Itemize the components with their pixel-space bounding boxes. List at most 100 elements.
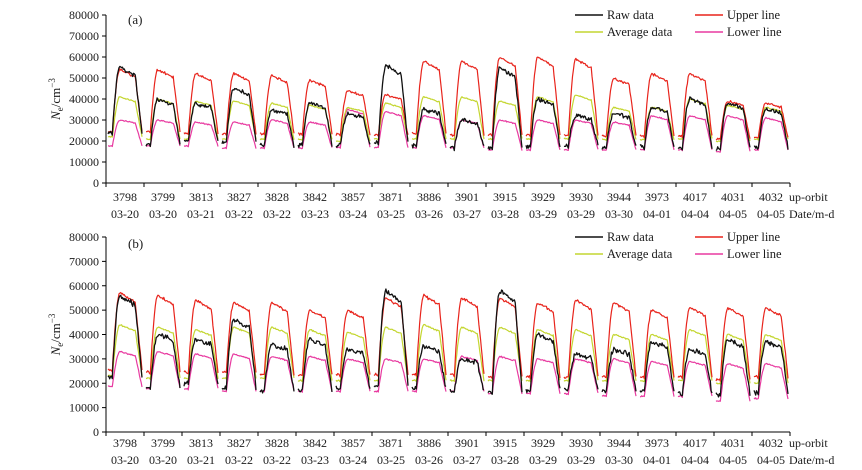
legend-item: Raw data: [575, 230, 654, 244]
date-label: 03-27: [453, 453, 481, 467]
series-upper-line: [107, 291, 789, 382]
orbit-label: 3973: [645, 436, 669, 450]
orbit-label: 4017: [683, 436, 707, 450]
panel-b: 0 10000 20000 30000 40000 50000 60000 70000 8000…: [47, 230, 834, 467]
panel-label: (a): [128, 12, 142, 27]
series-average-data: [107, 94, 789, 143]
orbit-label: 3828: [265, 436, 289, 450]
date-label: 03-26: [415, 207, 443, 221]
date-label: 03-20: [111, 453, 139, 467]
date-label: 03-29: [529, 453, 557, 467]
date-label: 03-23: [301, 453, 329, 467]
date-label: 04-05: [757, 453, 785, 467]
orbit-label: 3915: [493, 190, 517, 204]
legend-label: Average data: [607, 247, 673, 261]
legend-item: Lower line: [695, 25, 782, 39]
date-label: 04-01: [643, 207, 671, 221]
date-label: 03-20: [111, 207, 139, 221]
y-tick-label: 0: [93, 425, 99, 439]
y-axis-label-sup: −3: [47, 78, 57, 88]
y-tick-label: 20000: [69, 376, 99, 390]
orbit-label: 3799: [151, 190, 175, 204]
orbit-label: 3901: [455, 436, 479, 450]
y-axis-label-unit: /cm: [48, 323, 63, 343]
y-tick-label: 50000: [69, 71, 99, 85]
date-label: 03-21: [187, 453, 215, 467]
series-raw-data: [107, 288, 789, 398]
orbit-row-label: up-orbit: [789, 436, 828, 450]
panel-a: 0 10000 20000 30000 40000 50000 60000 70000 8000…: [47, 8, 834, 221]
y-tick-label: 80000: [69, 8, 99, 22]
orbit-label: 3930: [569, 436, 593, 450]
panel-label: (b): [128, 236, 143, 251]
orbit-label: 3798: [113, 436, 137, 450]
date-label: 03-24: [339, 207, 367, 221]
orbit-label: 3930: [569, 190, 593, 204]
y-tick-label: 10000: [69, 401, 99, 415]
y-axis-label-sub: e: [55, 343, 65, 347]
date-label: 03-22: [225, 453, 253, 467]
y-tick-label: 60000: [69, 50, 99, 64]
orbit-label: 4032: [759, 190, 783, 204]
date-label: 04-01: [643, 453, 671, 467]
date-label: 03-23: [301, 207, 329, 221]
y-tick-label: 20000: [69, 134, 99, 148]
orbit-label: 4017: [683, 190, 707, 204]
legend-label: Raw data: [607, 230, 654, 244]
y-tick-label: 50000: [69, 303, 99, 317]
legend-label: Upper line: [727, 230, 781, 244]
y-tick-label: 40000: [69, 328, 99, 342]
orbit-label: 3973: [645, 190, 669, 204]
date-label: 03-28: [491, 207, 519, 221]
y-axis-label-sub: e: [55, 107, 65, 111]
date-row-label: Date/m-d: [789, 453, 834, 467]
date-label: 03-20: [149, 453, 177, 467]
date-label: 03-29: [529, 207, 557, 221]
legend-item: Average data: [575, 247, 673, 261]
orbit-label: 3813: [189, 436, 213, 450]
orbit-label: 3886: [417, 190, 441, 204]
date-label: 03-25: [377, 453, 405, 467]
orbit-label: 3842: [303, 436, 327, 450]
orbit-label: 3944: [607, 190, 631, 204]
orbit-label: 3813: [189, 190, 213, 204]
orbit-label: 3871: [379, 190, 403, 204]
y-tick-label: 30000: [69, 113, 99, 127]
orbit-label: 3798: [113, 190, 137, 204]
date-label: 03-22: [263, 453, 291, 467]
series-lower-line: [108, 108, 789, 153]
y-tick-label: 40000: [69, 92, 99, 106]
orbit-label: 3857: [341, 436, 365, 450]
orbit-label: 4031: [721, 190, 745, 204]
y-tick-label: 0: [93, 176, 99, 190]
date-label: 04-04: [681, 207, 709, 221]
series-lower-line: [107, 350, 789, 402]
date-label: 03-26: [415, 453, 443, 467]
orbit-label: 3842: [303, 190, 327, 204]
y-axis-label: Ne/cm−3: [47, 78, 65, 121]
date-label: 03-29: [567, 207, 595, 221]
orbit-label: 3901: [455, 190, 479, 204]
legend-label: Raw data: [607, 8, 654, 22]
y-tick-label: 80000: [69, 230, 99, 244]
orbit-label: 3929: [531, 190, 555, 204]
legend-label: Lower line: [727, 247, 782, 261]
orbit-label: 3828: [265, 190, 289, 204]
date-label: 04-05: [719, 207, 747, 221]
y-axis-label-main: N: [48, 110, 63, 121]
orbit-label: 3827: [227, 436, 251, 450]
legend-item: Upper line: [695, 230, 781, 244]
orbit-label: 3915: [493, 436, 517, 450]
orbit-label: 4032: [759, 436, 783, 450]
legend-label: Lower line: [727, 25, 782, 39]
date-label: 03-22: [263, 207, 291, 221]
legend-item: Lower line: [695, 247, 782, 261]
y-tick-label: 30000: [69, 352, 99, 366]
orbit-label: 4031: [721, 436, 745, 450]
date-label: 03-20: [149, 207, 177, 221]
y-axis-label: Ne/cm−3: [47, 313, 65, 356]
date-label: 03-22: [225, 207, 253, 221]
legend-label: Upper line: [727, 8, 781, 22]
date-label: 04-05: [719, 453, 747, 467]
date-label: 04-05: [757, 207, 785, 221]
